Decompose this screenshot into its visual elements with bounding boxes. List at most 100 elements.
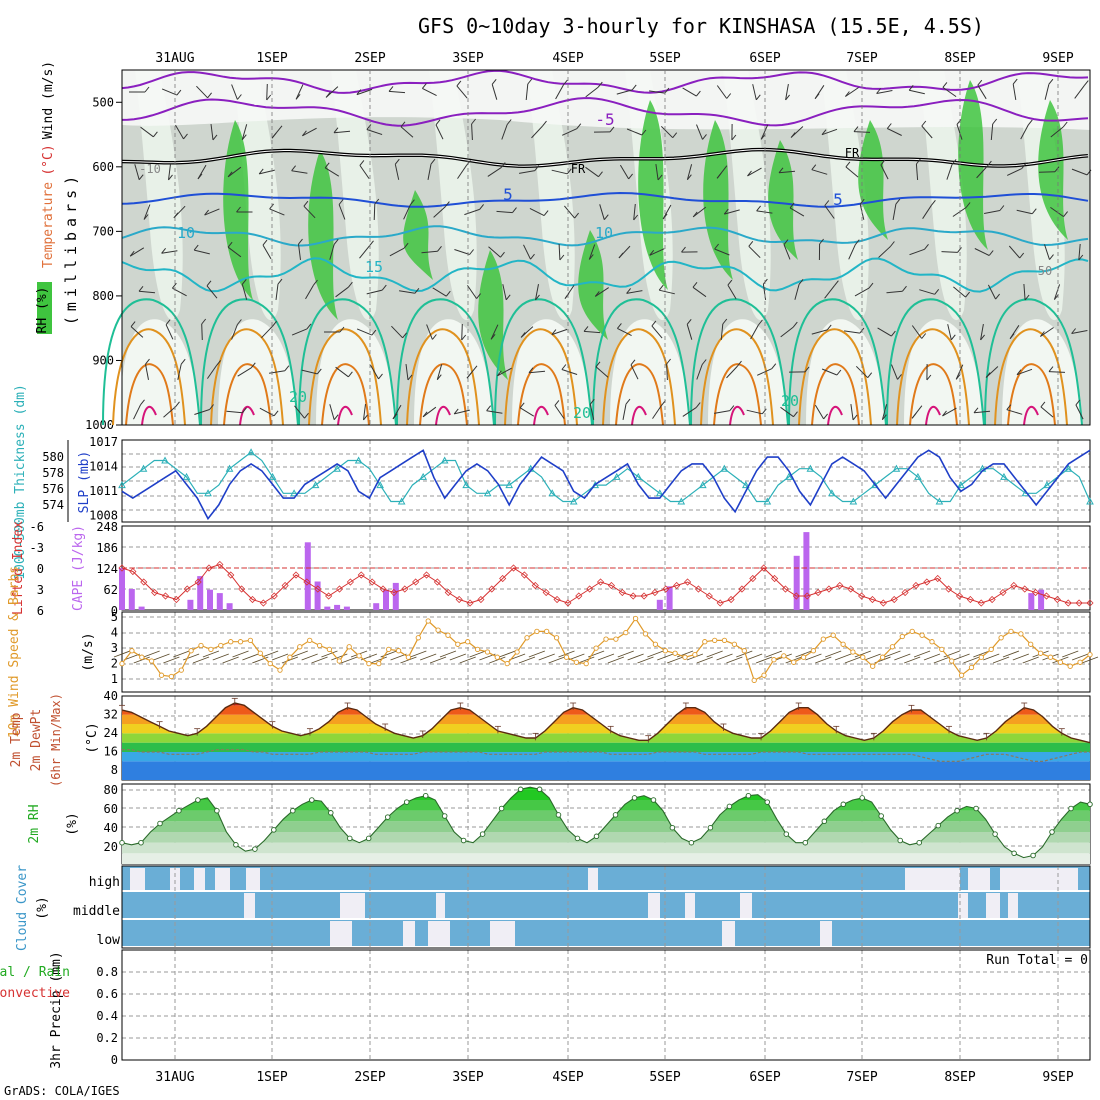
wind-barb-flag (378, 373, 383, 380)
date-label-top: 6SEP (749, 51, 780, 66)
wind-barb-flag (672, 132, 678, 139)
wind-barb-flag (942, 410, 947, 417)
rh-marker (1049, 829, 1055, 835)
wind-barb (1008, 245, 1021, 259)
surface-wind-barb (311, 656, 328, 664)
cloud-clear-gap (820, 921, 832, 946)
wind-barb (389, 247, 405, 257)
wind-speed-marker (998, 635, 1004, 641)
wind-speed-marker (356, 653, 362, 659)
wind-barb (523, 244, 531, 260)
wind-barb (716, 85, 728, 99)
wind-barb-flag (814, 93, 820, 100)
wind-speed-marker (425, 618, 431, 624)
wind-barb (502, 284, 507, 300)
wind-barb (366, 129, 383, 135)
wind-barb (426, 324, 433, 340)
wind-barb (794, 284, 800, 300)
wind-barb-flag (722, 318, 728, 325)
isotherm-25 (994, 328, 1068, 426)
wind-barb-flag (1040, 331, 1045, 337)
wind-barb (129, 247, 145, 257)
date-label-top: 8SEP (944, 51, 975, 66)
wind-barb-flag (212, 134, 218, 141)
temperature-unit-label: (°C) (41, 144, 56, 175)
freezing-level-inner (121, 149, 1089, 167)
rh-bands (122, 787, 1090, 864)
wind-speed-marker (119, 660, 125, 667)
isotherm-minus10 (121, 69, 1089, 94)
isotherm-20 (494, 298, 593, 426)
wind-barb-flag (965, 291, 970, 298)
wind-barb-flag (921, 120, 927, 127)
wind-tick-label: 1 (111, 672, 118, 686)
isotherm-35 (141, 405, 157, 426)
thickness-marker (354, 456, 363, 464)
wind-barb-flag (471, 118, 476, 125)
wind-speed-marker (297, 644, 303, 650)
wind-speed-marker (405, 654, 412, 660)
surface-wind-barb (449, 653, 466, 661)
wind-barb-flag (916, 158, 921, 165)
wind-barb (457, 165, 467, 179)
surface-wind-barb (301, 653, 318, 661)
wind-barb-flag (702, 134, 707, 140)
wind-barb (909, 89, 925, 95)
wind-barb (760, 124, 769, 140)
surface-wind-barb (864, 653, 881, 661)
slp-tick-label: 1008 (89, 509, 118, 523)
wind-barb (177, 364, 182, 380)
slp-tick-label: 1014 (89, 460, 118, 474)
wind-speed-marker (781, 653, 787, 659)
li-tick-label: 3 (37, 583, 44, 597)
wind-barb-flag (1071, 328, 1076, 334)
isotherm-30 (713, 363, 762, 426)
wind-barb-flag (980, 334, 985, 341)
thickness-marker (914, 472, 922, 480)
wind-barb (1050, 206, 1064, 218)
rh-marker (973, 805, 979, 812)
li-marker (292, 571, 300, 579)
li-marker (727, 595, 735, 604)
wind-barb (399, 290, 415, 294)
wind-barb-flag (934, 288, 940, 295)
rh-marker (726, 803, 733, 810)
surface-wind-barb (528, 650, 546, 658)
wind-barb-flag (445, 290, 451, 297)
rh-marker (954, 807, 960, 814)
rh-series (121, 786, 1091, 859)
wind-barb-flag (403, 242, 409, 249)
wind-speed-marker (139, 654, 145, 660)
li-axis-label: Lifted Index (11, 521, 26, 615)
cape-bar (656, 599, 663, 610)
date-label-bottom: 8SEP (944, 1070, 975, 1085)
wind-barb-flag (272, 320, 277, 327)
surface-wind-barb (558, 650, 575, 658)
wind-barb (955, 364, 964, 380)
wind-barb (848, 244, 856, 260)
surface-wind-barb (123, 653, 141, 661)
wind-barb-flag (363, 414, 368, 421)
wind-barb (588, 244, 596, 260)
wind-barb (403, 204, 411, 220)
li-marker (1010, 581, 1018, 590)
wind-barb-flag (626, 288, 631, 294)
wind-barb (1038, 171, 1056, 173)
wind-speed-marker (870, 663, 876, 669)
wind-speed-marker (692, 651, 698, 658)
wind-barb (845, 166, 859, 178)
wind-speed-marker (741, 648, 747, 654)
wind-speed-marker (800, 654, 807, 660)
wind-barb (724, 209, 740, 215)
thickness-tick-label: 576 (42, 482, 64, 496)
li-marker (596, 578, 605, 586)
wind-speed-marker (129, 648, 135, 654)
wind-speed-marker (307, 637, 313, 644)
slp-panel-frame: 580 578 576 574 1017 1014 1011 1008 1000-500mb T… (13, 384, 1094, 580)
wind-barb (880, 164, 889, 180)
surface-wind-barb (597, 653, 615, 661)
wind-barb-flag (641, 129, 647, 136)
surface-wind-barb (617, 650, 634, 658)
surface-wind-barb (884, 650, 901, 658)
wind-speed-marker (672, 650, 678, 656)
